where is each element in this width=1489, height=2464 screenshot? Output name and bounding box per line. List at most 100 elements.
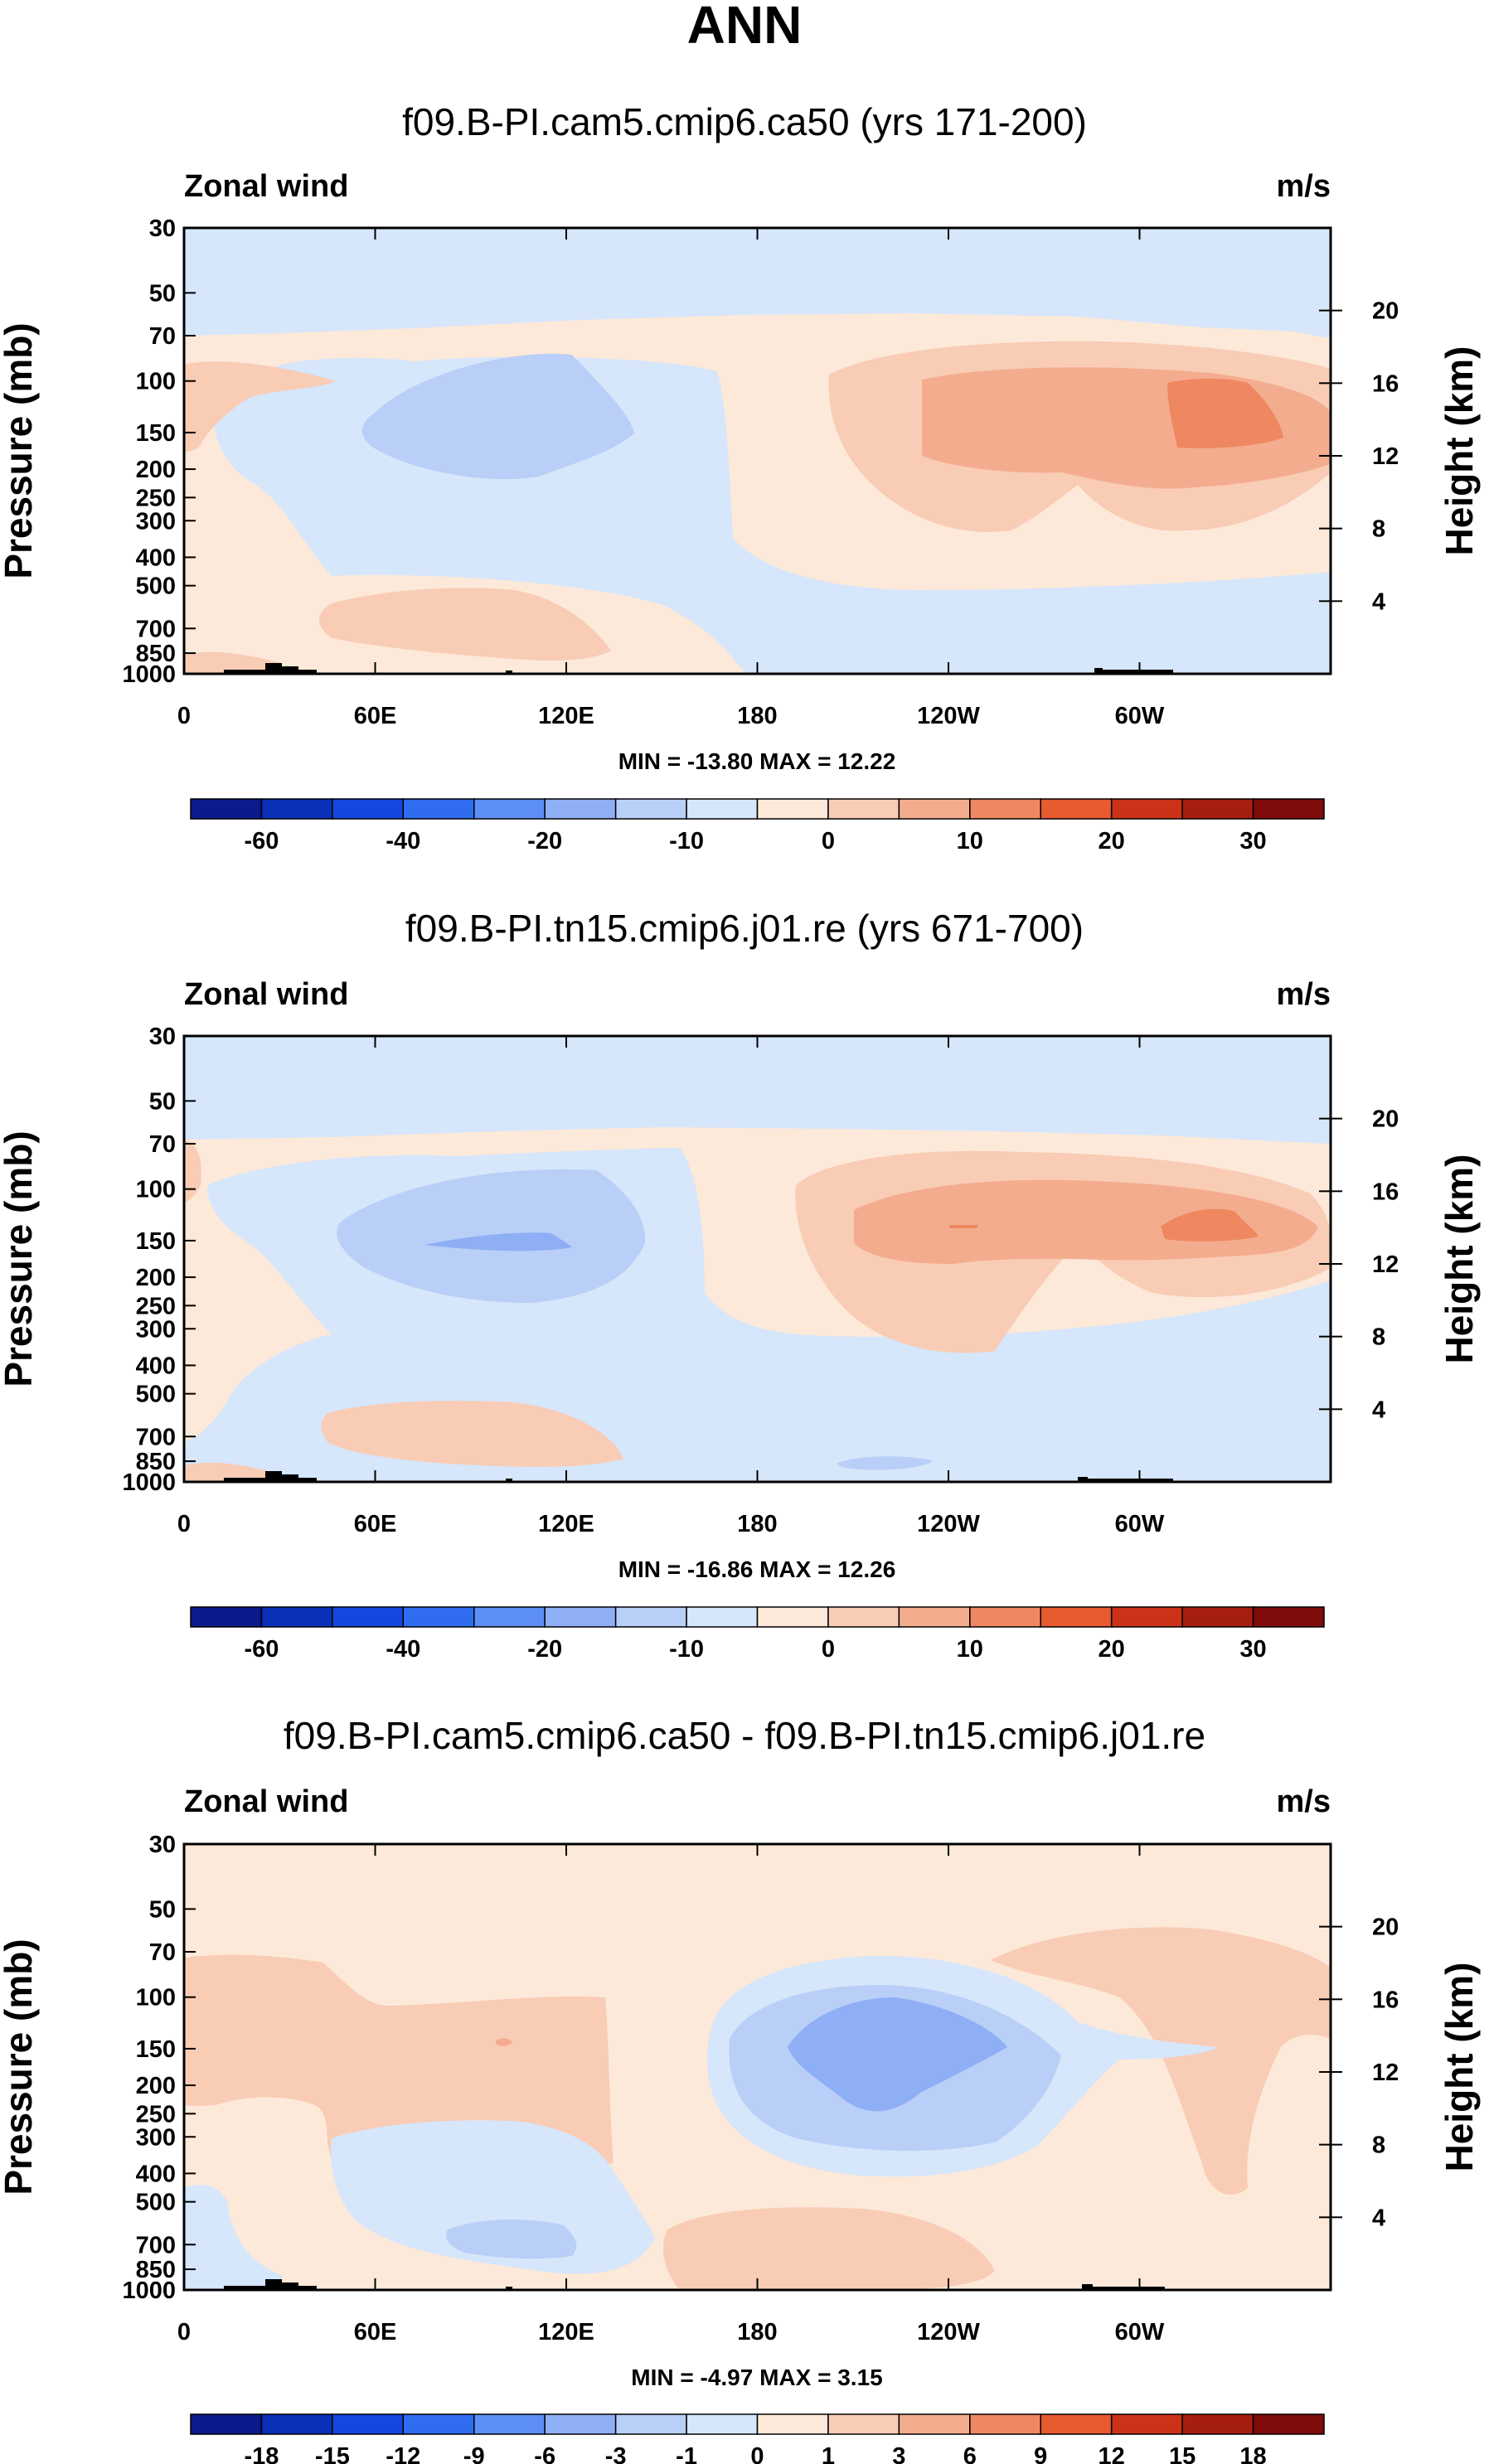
contour-band	[1167, 378, 1283, 448]
y-tick-label: 250	[136, 2101, 176, 2128]
y-tick-label: 400	[136, 2161, 176, 2187]
colorbar-box	[1110, 798, 1183, 820]
topography-mask	[506, 2287, 512, 2290]
contour-band	[1161, 1208, 1259, 1242]
colorbar-box	[686, 1606, 759, 1628]
x-tick-label: 0	[177, 2319, 191, 2345]
y-tick-label: 150	[136, 420, 176, 447]
colorbar-label: -15	[315, 2443, 350, 2464]
variable-label: Zonal wind	[184, 169, 348, 204]
contour-band	[184, 1954, 614, 2171]
y-tick-label: 400	[136, 1353, 176, 1379]
colorbar-box	[332, 1606, 405, 1628]
contour-band	[788, 1997, 1007, 2112]
y2-tick-label: 8	[1372, 1324, 1385, 1351]
y2-tick-label: 20	[1372, 1915, 1399, 1941]
colorbar-box	[473, 2413, 546, 2435]
colorbar-box	[827, 1606, 900, 1628]
y-tick-label: 150	[136, 1228, 176, 1255]
colorbar-box	[260, 1606, 333, 1628]
contour-band	[184, 1140, 201, 1203]
colorbar: -60 -40 -20 -10 0 10 20 30	[190, 1606, 1325, 1663]
y-axis-title: Pressure (mb)	[0, 1130, 40, 1387]
y2-tick-label: 16	[1372, 370, 1399, 397]
colorbar-box	[756, 1606, 829, 1628]
colorbar-box	[614, 2413, 687, 2435]
y-tick-label: 50	[149, 280, 176, 307]
y-tick-label: 70	[149, 1131, 176, 1158]
colorbar-label: -12	[386, 2443, 420, 2464]
x-tick-label: 120E	[538, 1511, 594, 1537]
x-tick-label: 60E	[354, 1511, 397, 1537]
panel-2: f09.B-PI.tn15.cmip6.j01.re (yrs 671-700)…	[0, 907, 1481, 1663]
colorbar-label: -6	[534, 2443, 555, 2464]
colorbar-box	[1181, 798, 1254, 820]
x-tick-label: 60E	[354, 703, 397, 729]
contour-band	[319, 588, 611, 661]
colorbar-label: 10	[957, 1636, 983, 1663]
y-tick-label: 30	[149, 1024, 176, 1050]
topography-mask	[506, 670, 512, 674]
colorbar-box	[614, 1606, 687, 1628]
colorbar-box	[1110, 2413, 1183, 2435]
topography-mask	[506, 1479, 512, 1482]
colorbar-label: 30	[1239, 1636, 1266, 1663]
colorbar-box	[1040, 2413, 1113, 2435]
min-max-stats: MIN = -16.86 MAX = 12.26	[618, 1556, 896, 1582]
y-tick-label: 100	[136, 369, 176, 395]
y-tick-label: 100	[136, 1177, 176, 1203]
y-tick-label: 50	[149, 1896, 176, 1923]
colorbar-label: -60	[244, 1636, 279, 1663]
colorbar-box	[756, 798, 829, 820]
topography-mask	[224, 663, 317, 674]
y-tick-label: 850	[136, 641, 176, 667]
colorbar-box	[402, 2413, 475, 2435]
contour-band	[663, 2207, 995, 2290]
min-max-stats: MIN = -4.97 MAX = 3.15	[631, 2365, 882, 2390]
panel-3: f09.B-PI.cam5.cmip6.ca50 - f09.B-PI.tn15…	[0, 1714, 1481, 2464]
colorbar-box	[686, 2413, 759, 2435]
colorbar-label: 10	[957, 828, 983, 854]
y-axis-title: Pressure (mb)	[0, 322, 40, 578]
contour-band	[991, 1927, 1331, 2195]
panel-title: f09.B-PI.tn15.cmip6.j01.re (yrs 671-700)	[405, 907, 1084, 950]
y-tick-label: 250	[136, 485, 176, 511]
colorbar-label: 20	[1099, 1636, 1125, 1663]
colorbar-box	[544, 798, 617, 820]
x-tick-label: 120W	[917, 703, 980, 729]
y2-tick-label: 12	[1372, 2060, 1399, 2086]
x-tick-label: 180	[737, 2319, 777, 2345]
colorbar-label: -9	[463, 2443, 485, 2464]
contour-band	[837, 1456, 933, 1470]
variable-label: Zonal wind	[184, 977, 348, 1012]
y2-tick-label: 20	[1372, 1106, 1399, 1133]
y2-tick-label: 16	[1372, 1987, 1399, 2013]
colorbar-box	[1181, 2413, 1254, 2435]
colorbar-label: 6	[963, 2443, 977, 2464]
contour-band	[184, 1036, 1331, 1144]
colorbar-box	[969, 798, 1041, 820]
contour-band	[854, 1179, 1318, 1264]
colorbar-box	[1110, 1606, 1183, 1628]
colorbar-label: -10	[669, 828, 704, 854]
contour-band	[949, 1225, 978, 1228]
y2-tick-label: 8	[1372, 516, 1385, 543]
colorbar-box	[1040, 1606, 1113, 1628]
y-tick-label: 500	[136, 1382, 176, 1408]
y-tick-label: 300	[136, 2124, 176, 2151]
x-tick-label: 180	[737, 1511, 777, 1537]
y-tick-label: 250	[136, 1293, 176, 1319]
contour-band	[496, 2038, 512, 2046]
y-axis-title: Pressure (mb)	[0, 1939, 40, 2195]
topography-mask	[1094, 668, 1173, 674]
x-tick-label: 60E	[354, 2319, 397, 2345]
colorbar-label: 0	[822, 828, 835, 854]
colorbar-label: 15	[1169, 2443, 1196, 2464]
colorbar-box	[190, 1606, 263, 1628]
figure-title: ANN	[687, 0, 803, 55]
colorbar-box	[190, 798, 263, 820]
contour-band	[184, 1462, 282, 1482]
